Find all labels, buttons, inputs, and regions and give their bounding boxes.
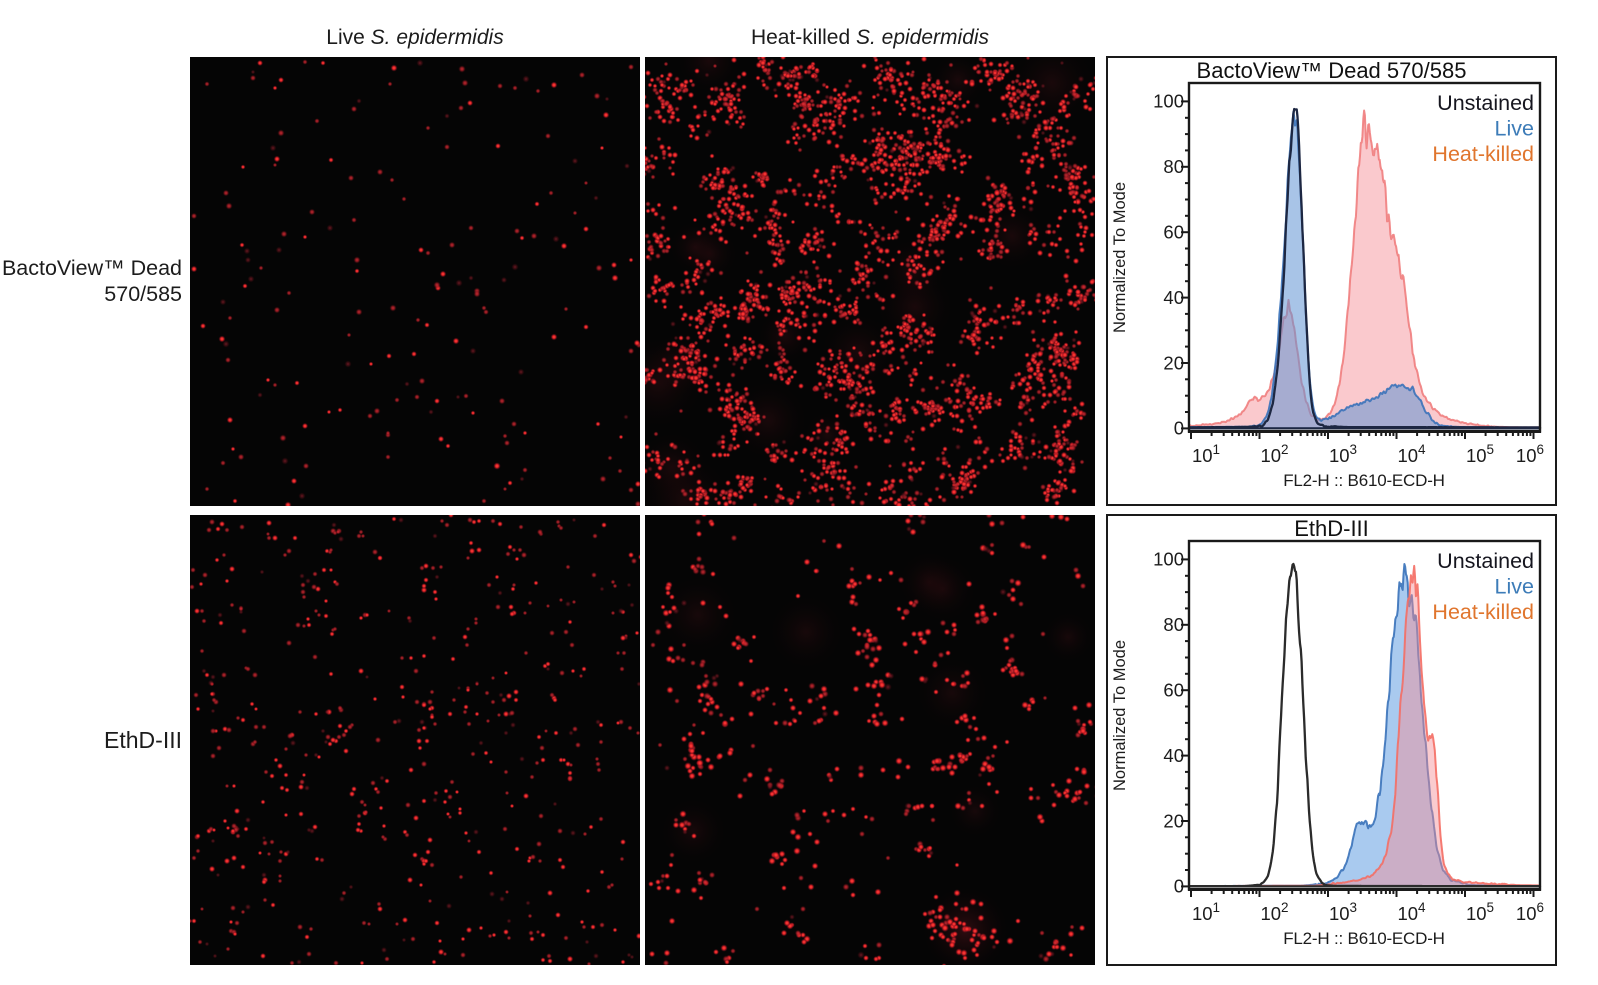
svg-text:0: 0 — [1174, 418, 1184, 439]
svg-text:0: 0 — [1174, 876, 1184, 897]
svg-text:100: 100 — [1153, 91, 1184, 112]
svg-text:60: 60 — [1163, 680, 1184, 701]
svg-text:40: 40 — [1163, 745, 1184, 766]
svg-text:80: 80 — [1163, 156, 1184, 177]
svg-text:20: 20 — [1163, 810, 1184, 831]
svg-text:EthD-III: EthD-III — [1294, 516, 1369, 541]
svg-text:20: 20 — [1163, 352, 1184, 373]
svg-text:Live: Live — [1495, 575, 1534, 599]
svg-text:60: 60 — [1163, 222, 1184, 243]
svg-text:101: 101 — [1192, 442, 1220, 466]
svg-text:Unstained: Unstained — [1437, 549, 1534, 573]
svg-text:Unstained: Unstained — [1437, 91, 1534, 115]
svg-text:FL2-H :: B610-ECD-H: FL2-H :: B610-ECD-H — [1283, 929, 1445, 948]
svg-text:103: 103 — [1329, 442, 1357, 466]
svg-text:100: 100 — [1153, 549, 1184, 570]
svg-text:Normalized To Mode: Normalized To Mode — [1111, 182, 1129, 333]
svg-text:FL2-H :: B610-ECD-H: FL2-H :: B610-ECD-H — [1283, 471, 1445, 490]
svg-text:BactoView™ Dead 570/585: BactoView™ Dead 570/585 — [1197, 58, 1467, 83]
svg-text:Live: Live — [1495, 117, 1534, 141]
svg-text:80: 80 — [1163, 614, 1184, 635]
svg-text:Heat-killed: Heat-killed — [1432, 600, 1534, 624]
svg-text:40: 40 — [1163, 287, 1184, 308]
svg-text:Heat-killed: Heat-killed — [1432, 142, 1534, 166]
svg-text:Normalized To Mode: Normalized To Mode — [1111, 640, 1129, 791]
